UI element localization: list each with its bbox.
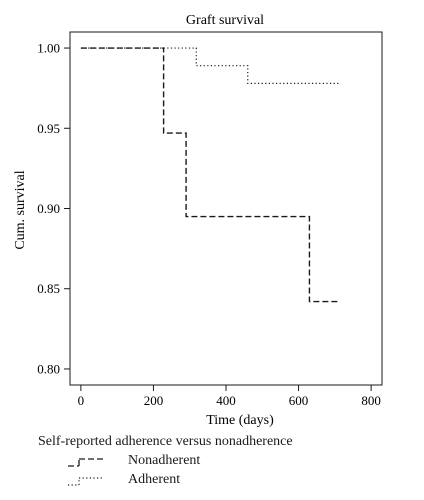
legend: Self-reported adherence versus nonadhere… (38, 432, 293, 489)
y-tick-label: 1.00 (37, 41, 60, 56)
plot-frame (69, 31, 383, 386)
legend-entry-adherent: Adherent (38, 470, 293, 489)
x-tick-label: 600 (289, 393, 309, 408)
legend-swatch-adherent (68, 477, 104, 486)
y-axis-label: Cum. survival (13, 170, 28, 249)
legend-label-adherent: Adherent (128, 472, 181, 487)
x-tick-label: 800 (361, 393, 381, 408)
y-tick-label: 0.95 (37, 121, 60, 136)
x-axis-label: Time (days) (206, 413, 274, 428)
series-layer (80, 47, 341, 303)
legend-swatch-nonadherent (68, 458, 104, 467)
legend-label-nonadherent: Nonadherent (128, 453, 201, 468)
x-tick-label: 0 (78, 393, 85, 408)
x-tick-label: 400 (216, 393, 236, 408)
y-tick-label: 0.85 (37, 281, 60, 296)
y-tick-label: 0.90 (37, 201, 60, 216)
y-axis: 0.80 0.85 0.90 0.95 1.00 (37, 41, 70, 376)
legend-entry-nonadherent: Nonadherent (38, 451, 293, 470)
x-tick-label: 200 (144, 393, 164, 408)
chart-title: Graft survival (186, 13, 264, 28)
x-axis: 0 200 400 600 800 (78, 385, 381, 408)
series-line-nonadherent (80, 47, 341, 303)
series-line-adherent (80, 47, 341, 84)
y-tick-label: 0.80 (37, 361, 60, 376)
legend-title: Self-reported adherence versus nonadhere… (38, 434, 293, 449)
